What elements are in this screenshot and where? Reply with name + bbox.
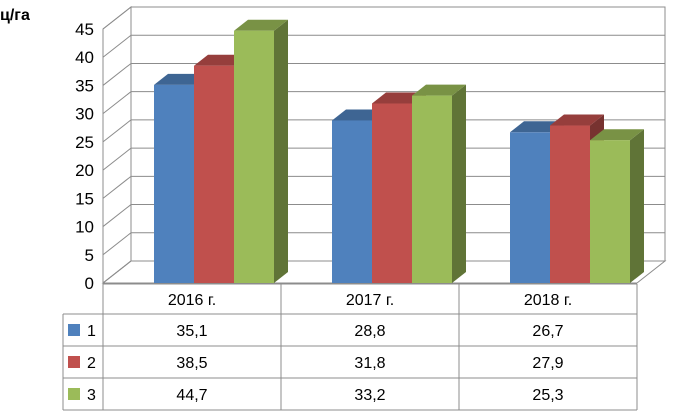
gridline xyxy=(102,62,665,86)
data-table-value: 26,7 xyxy=(532,323,563,340)
gridline xyxy=(102,34,665,58)
bar xyxy=(332,120,372,283)
bar xyxy=(510,132,550,283)
y-tick-label: 35 xyxy=(75,76,94,95)
bar-side xyxy=(630,129,644,283)
y-tick-label: 20 xyxy=(75,161,94,180)
y-tick-label: 0 xyxy=(85,274,94,293)
bar xyxy=(372,103,412,283)
bar-top xyxy=(234,19,288,31)
y-tick-label: 25 xyxy=(75,133,94,152)
bar-side xyxy=(274,19,288,284)
gridline xyxy=(102,119,665,143)
y-tick-label: 10 xyxy=(75,218,94,237)
gridline xyxy=(102,260,665,284)
y-axis-ticks: 0 5 10 15 20 25 30 35 40 45 xyxy=(75,20,94,293)
bar-top xyxy=(412,84,466,96)
data-table-value: 27,9 xyxy=(532,355,563,372)
bars xyxy=(154,19,644,284)
gridline xyxy=(102,232,665,256)
data-table-value: 38,5 xyxy=(176,355,207,372)
legend-swatch xyxy=(68,388,80,400)
legend-series-name: 2 xyxy=(87,355,96,372)
x-category-label: 2018 г. xyxy=(524,292,572,309)
x-category-label: 2016 г. xyxy=(168,292,216,309)
bar xyxy=(154,84,194,283)
bar xyxy=(590,140,630,283)
gridlines xyxy=(102,6,665,284)
data-table-value: 33,2 xyxy=(354,387,385,404)
data-table-value: 28,8 xyxy=(354,323,385,340)
gridline xyxy=(102,175,665,199)
data-table-value: 25,3 xyxy=(532,387,563,404)
y-tick-label: 40 xyxy=(75,48,94,67)
data-table-value: 35,1 xyxy=(176,323,207,340)
bar xyxy=(194,65,234,283)
bar xyxy=(550,125,590,284)
data-table: 2016 г. 2017 г. 2018 г. 1 35,1 28,8 26,7 2 38,5 3… xyxy=(62,283,638,411)
side-wall xyxy=(102,5,132,285)
data-table-value: 31,8 xyxy=(354,355,385,372)
gridline xyxy=(102,91,665,115)
bar-side xyxy=(452,84,466,283)
bar-top xyxy=(590,129,644,141)
y-tick-label: 30 xyxy=(75,105,94,124)
gridline xyxy=(102,147,665,171)
gridline xyxy=(102,6,665,30)
data-table-value: 44,7 xyxy=(176,387,207,404)
y-axis-label: ц/га xyxy=(0,7,30,24)
legend-swatch xyxy=(68,356,80,368)
y-tick-label: 5 xyxy=(85,246,94,265)
bar xyxy=(234,30,274,284)
legend-series-name: 1 xyxy=(87,323,96,340)
gridline xyxy=(102,204,665,227)
legend-swatch xyxy=(68,324,80,336)
bar xyxy=(412,95,452,283)
y-tick-label: 45 xyxy=(75,20,94,39)
x-category-label: 2017 г. xyxy=(346,292,394,309)
y-tick-label: 15 xyxy=(75,189,94,208)
legend-series-name: 3 xyxy=(87,387,96,404)
bar-top xyxy=(550,114,604,126)
